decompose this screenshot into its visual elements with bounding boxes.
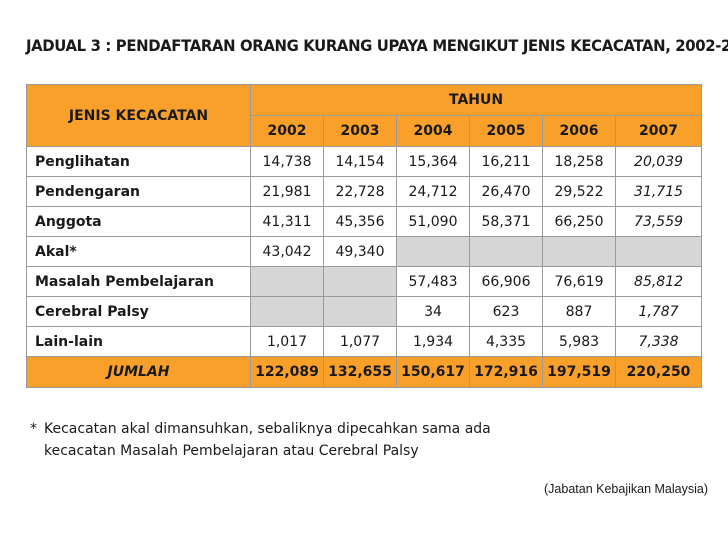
total-cell: 122,089 bbox=[250, 356, 324, 388]
year-header: 2007 bbox=[614, 115, 703, 147]
total-label: JUMLAH bbox=[26, 356, 251, 388]
table-cell: 14,738 bbox=[250, 146, 324, 177]
table-cell: 16,211 bbox=[469, 146, 543, 177]
footnote-text-2: kecacatan Masalah Pembelajaran atau Cere… bbox=[44, 443, 419, 459]
empty-cell bbox=[323, 266, 397, 297]
empty-cell bbox=[250, 266, 324, 297]
table-cell: 49,340 bbox=[323, 236, 397, 267]
category-header: JENIS KECACATAN bbox=[26, 84, 251, 147]
table-cell: 29,522 bbox=[542, 176, 616, 207]
row-label: Cerebral Palsy bbox=[26, 296, 251, 327]
row-label: Akal* bbox=[26, 236, 251, 267]
row-label: Pendengaran bbox=[26, 176, 251, 207]
table-cell: 5,983 bbox=[542, 326, 616, 357]
empty-cell bbox=[469, 236, 543, 267]
year-header: 2003 bbox=[323, 115, 397, 147]
table-row: Pendengaran 21,981 22,728 24,712 26,470 … bbox=[26, 176, 703, 207]
table-cell: 21,981 bbox=[250, 176, 324, 207]
table-cell: 1,017 bbox=[250, 326, 324, 357]
table-cell: 15,364 bbox=[396, 146, 470, 177]
empty-cell bbox=[250, 296, 324, 327]
empty-cell bbox=[542, 236, 616, 267]
footnote: * Kecacatan akal dimansuhkan, sebaliknya … bbox=[30, 418, 491, 462]
table-cell: 4,335 bbox=[469, 326, 543, 357]
registration-table: JENIS KECACATAN TAHUN 2002 2003 2004 200… bbox=[26, 84, 703, 388]
table-row: Akal* 43,042 49,340 bbox=[26, 236, 703, 267]
year-header: 2002 bbox=[250, 115, 324, 147]
table-cell: 22,728 bbox=[323, 176, 397, 207]
table-cell: 73,559 bbox=[614, 206, 703, 237]
total-row: JUMLAH 122,089 132,655 150,617 172,916 1… bbox=[26, 356, 703, 388]
year-group-header: TAHUN bbox=[249, 84, 703, 116]
table-cell: 623 bbox=[469, 296, 543, 327]
total-cell: 132,655 bbox=[323, 356, 397, 388]
table-row: Cerebral Palsy 34 623 887 1,787 bbox=[26, 296, 703, 327]
table-cell: 31,715 bbox=[614, 176, 703, 207]
footnote-line-1: * Kecacatan akal dimansuhkan, sebaliknya … bbox=[30, 418, 491, 440]
row-label: Penglihatan bbox=[26, 146, 251, 177]
table-cell: 58,371 bbox=[469, 206, 543, 237]
table-cell: 57,483 bbox=[396, 266, 470, 297]
table-title: JADUAL 3 : PENDAFTARAN ORANG KURANG UPAY… bbox=[26, 36, 728, 55]
footnote-marker: * bbox=[30, 421, 37, 437]
footnote-text-1: Kecacatan akal dimansuhkan, sebaliknya d… bbox=[44, 421, 491, 437]
table-cell: 41,311 bbox=[250, 206, 324, 237]
table-cell: 1,787 bbox=[614, 296, 703, 327]
row-label: Lain-lain bbox=[26, 326, 251, 357]
table-cell: 51,090 bbox=[396, 206, 470, 237]
empty-cell bbox=[614, 236, 703, 267]
year-header: 2006 bbox=[542, 115, 616, 147]
table-cell: 1,934 bbox=[396, 326, 470, 357]
table-cell: 18,258 bbox=[542, 146, 616, 177]
total-cell: 172,916 bbox=[469, 356, 543, 388]
row-label: Anggota bbox=[26, 206, 251, 237]
year-header: 2004 bbox=[396, 115, 470, 147]
table-cell: 1,077 bbox=[323, 326, 397, 357]
table-cell: 34 bbox=[396, 296, 470, 327]
table-cell: 20,039 bbox=[614, 146, 703, 177]
table-cell: 85,812 bbox=[614, 266, 703, 297]
table-cell: 66,906 bbox=[469, 266, 543, 297]
year-header: 2005 bbox=[469, 115, 543, 147]
source-credit: (Jabatan Kebajikan Malaysia) bbox=[544, 482, 708, 496]
table-cell: 66,250 bbox=[542, 206, 616, 237]
table-cell: 24,712 bbox=[396, 176, 470, 207]
table-cell: 43,042 bbox=[250, 236, 324, 267]
table-cell: 26,470 bbox=[469, 176, 543, 207]
empty-cell bbox=[323, 296, 397, 327]
empty-cell bbox=[396, 236, 470, 267]
table-row: Anggota 41,311 45,356 51,090 58,371 66,2… bbox=[26, 206, 703, 237]
table-cell: 45,356 bbox=[323, 206, 397, 237]
table-row: Lain-lain 1,017 1,077 1,934 4,335 5,983 … bbox=[26, 326, 703, 357]
total-cell: 220,250 bbox=[614, 356, 703, 388]
table-cell: 7,338 bbox=[614, 326, 703, 357]
table-cell: 76,619 bbox=[542, 266, 616, 297]
table-cell: 14,154 bbox=[323, 146, 397, 177]
table-row: Masalah Pembelajaran 57,483 66,906 76,61… bbox=[26, 266, 703, 297]
table-row: Penglihatan 14,738 14,154 15,364 16,211 … bbox=[26, 146, 703, 177]
table-cell: 887 bbox=[542, 296, 616, 327]
total-cell: 150,617 bbox=[396, 356, 470, 388]
total-cell: 197,519 bbox=[542, 356, 616, 388]
row-label: Masalah Pembelajaran bbox=[26, 266, 251, 297]
